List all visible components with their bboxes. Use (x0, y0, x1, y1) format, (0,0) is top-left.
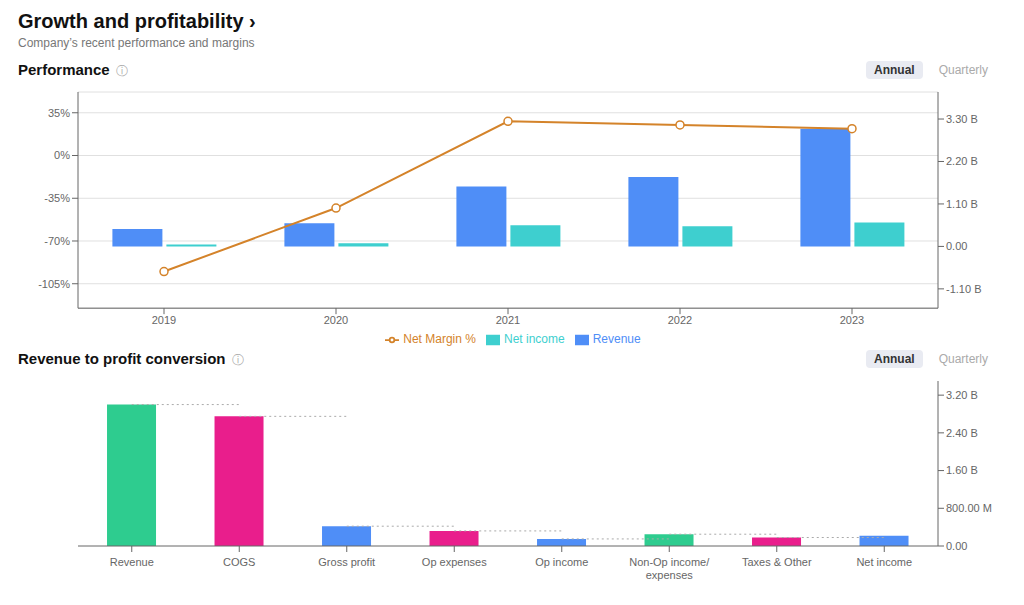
svg-text:-1.10 B: -1.10 B (946, 283, 981, 295)
html-text:Quarterly: Quarterly (938, 63, 988, 77)
svg-text:3.30 B: 3.30 B (946, 113, 978, 125)
svg-text:-70%: -70% (44, 235, 70, 247)
svg-text:2022: 2022 (668, 314, 692, 326)
svg-text:Op income: Op income (535, 556, 588, 568)
html-text:Revenue: Revenue (592, 332, 641, 347)
svg-text:800.00 M: 800.00 M (946, 502, 992, 514)
html-text:Quarterly: Quarterly (938, 352, 988, 366)
svg-text:0.00: 0.00 (946, 240, 967, 252)
html-text:Performance ⓘ: Performance ⓘ (18, 60, 128, 78)
svg-text:0.00: 0.00 (946, 540, 967, 552)
html-text:Growth and profitability ›: Growth and profitability › (18, 10, 256, 32)
svg-text:Taxes & Other: Taxes & Other (742, 556, 812, 568)
svg-text:Net income: Net income (856, 556, 912, 568)
svg-text:3.20 B: 3.20 B (946, 389, 978, 401)
svg-text:Non-Op income/expenses: Non-Op income/expenses (629, 556, 710, 581)
svg-text:Gross profit: Gross profit (318, 556, 375, 568)
svg-text:COGS: COGS (223, 556, 255, 568)
html-text:Annual: Annual (874, 63, 915, 77)
html-text:Net income: Net income (504, 332, 565, 347)
svg-text:35%: 35% (48, 107, 70, 119)
svg-text:0%: 0% (54, 149, 70, 161)
svg-text:2021: 2021 (496, 314, 520, 326)
html-text:Revenue to profit conversion ⓘ: Revenue to profit conversion ⓘ (18, 349, 244, 367)
html-text:Net Margin %: Net Margin % (403, 332, 476, 347)
svg-text:2019: 2019 (152, 314, 176, 326)
svg-text:2023: 2023 (840, 314, 864, 326)
svg-text:-105%: -105% (38, 278, 70, 290)
svg-text:1.60 B: 1.60 B (946, 464, 978, 476)
html-text:Annual: Annual (874, 352, 915, 366)
svg-text:2.20 B: 2.20 B (946, 155, 978, 167)
svg-text:Revenue: Revenue (110, 556, 154, 568)
svg-text:Op expenses: Op expenses (422, 556, 487, 568)
svg-text:1.10 B: 1.10 B (946, 198, 978, 210)
svg-text:-35%: -35% (44, 192, 70, 204)
svg-text:2.40 B: 2.40 B (946, 427, 978, 439)
html-text:Company’s recent performance a: Company’s recent performance and margins (18, 36, 255, 50)
svg-text:2020: 2020 (324, 314, 348, 326)
